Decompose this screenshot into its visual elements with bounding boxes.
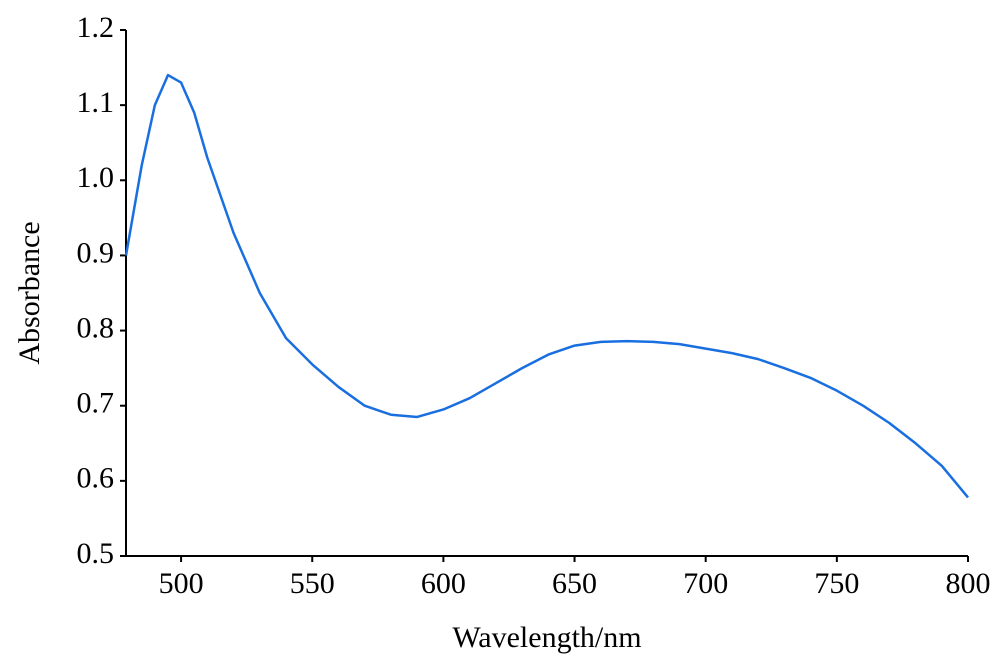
data-line (124, 73, 969, 499)
y-tick-label: 1.1 (77, 86, 115, 119)
x-tick-label: 550 (290, 567, 335, 600)
x-tick-label: 800 (946, 567, 991, 600)
y-tick-label: 1.2 (77, 11, 115, 44)
y-tick-label: 0.6 (77, 462, 115, 495)
x-tick-label: 700 (683, 567, 728, 600)
y-tick-label: 1.0 (77, 161, 115, 194)
y-tick-label: 0.9 (77, 236, 115, 269)
x-tick-label: 650 (552, 567, 597, 600)
x-tick-label: 500 (159, 567, 204, 600)
y-tick-label: 0.8 (77, 311, 115, 344)
y-tick-label: 0.7 (77, 387, 115, 420)
y-tick-label: 0.5 (77, 537, 115, 570)
x-tick-label: 750 (814, 567, 859, 600)
y-axis-label: Absorbance (13, 221, 46, 364)
x-axis-label: Wavelength/nm (452, 621, 641, 654)
x-tick-label: 600 (421, 567, 466, 600)
